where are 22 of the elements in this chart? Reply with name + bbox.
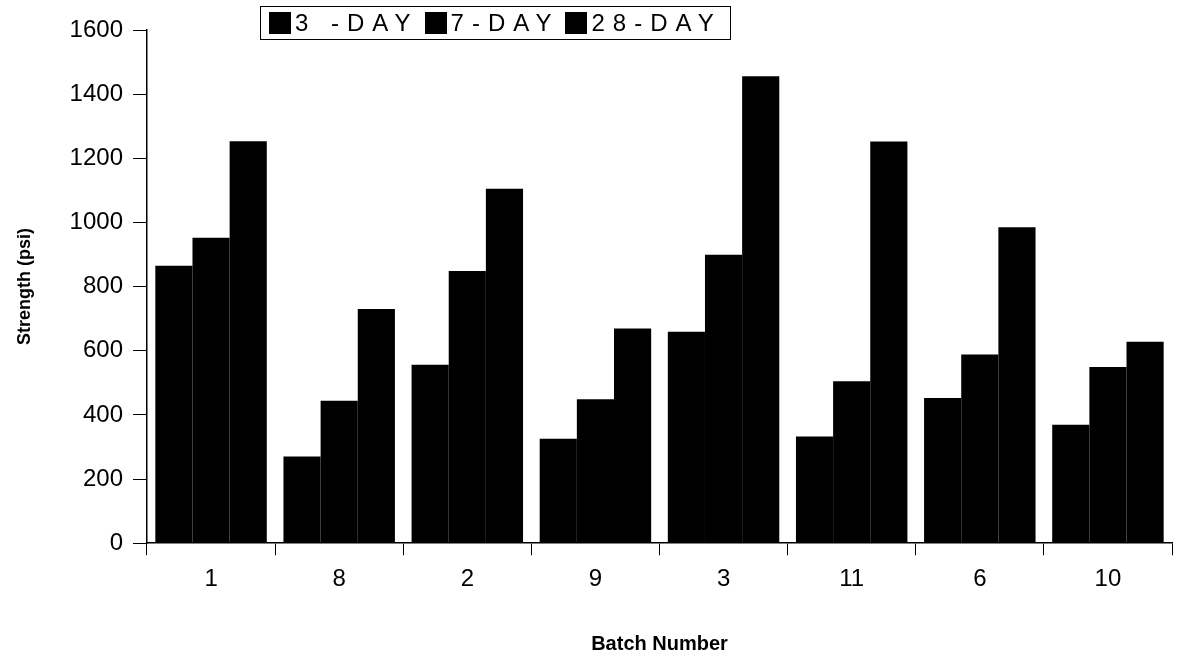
x-tick-label: 2 [460,564,474,592]
y-tick-label: 1200 [69,142,123,170]
x-tick-label: 8 [332,564,346,592]
y-tick-label: 0 [109,527,123,555]
x-tick-label: 10 [1094,564,1122,592]
y-tick-label: 800 [82,271,123,299]
y-tick-label: 1400 [69,78,123,106]
x-tick-label: 11 [839,564,865,592]
x-tick-label: 9 [588,564,603,592]
y-axis-title: Strength (psi) [13,228,34,346]
y-tick-label: 600 [82,335,123,363]
y-tick-label: 1600 [69,14,123,42]
y-tick-label: 1000 [69,207,123,235]
x-tick-label: 3 [716,564,731,592]
y-tick-label: 400 [82,399,123,427]
x-tick-label: 1 [204,564,218,592]
legend-label: 28-DAY [591,9,722,37]
x-tick-label: 6 [973,564,987,592]
legend-label: 7-DAY [450,9,560,37]
y-tick-label: 200 [82,463,123,491]
x-axis-title: Batch Number [591,631,729,654]
legend-label: 3 -DAY [295,9,419,37]
